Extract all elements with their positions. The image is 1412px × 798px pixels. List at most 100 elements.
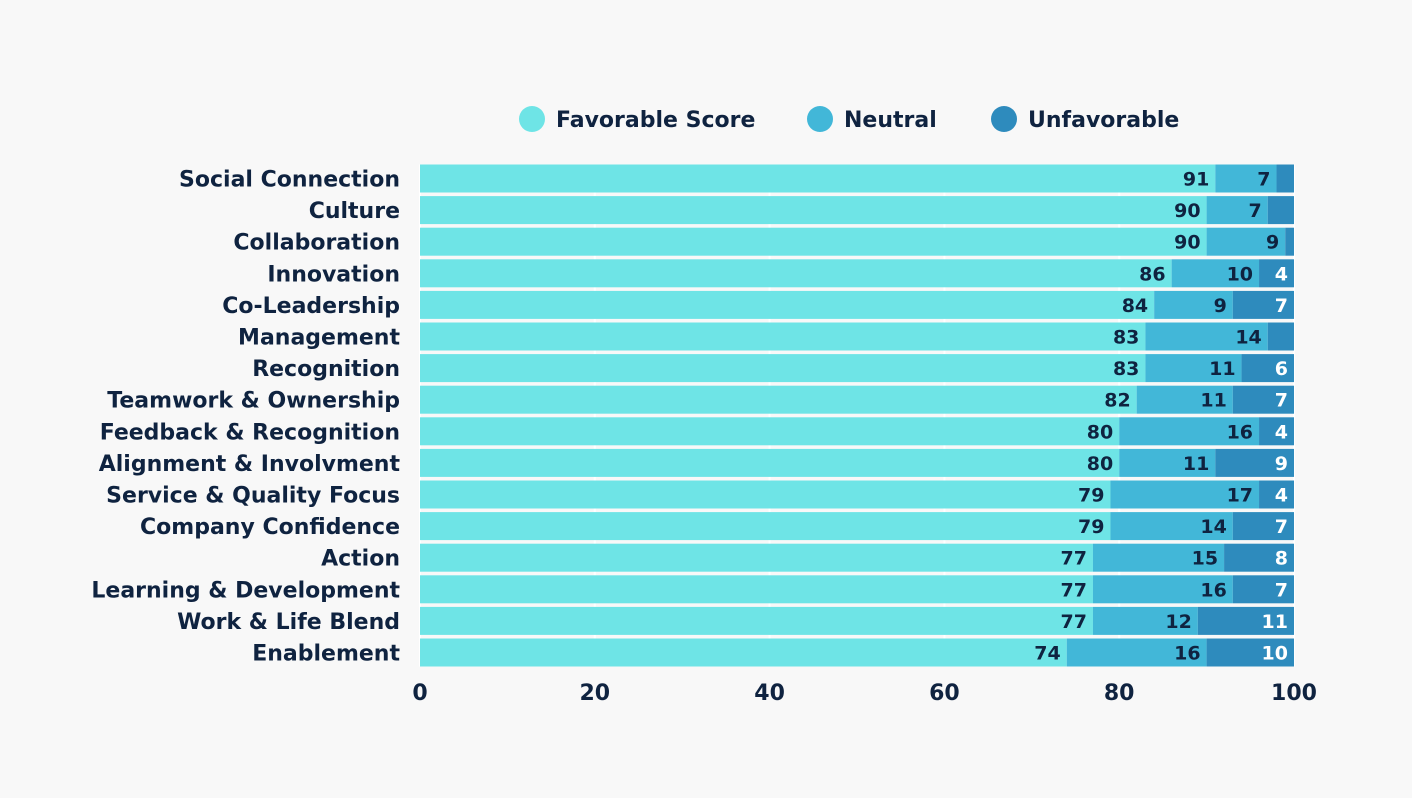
value-label-unfavorable-company-confidence: 7 bbox=[1275, 516, 1288, 538]
category-label-service-and-quality-focus: Service & Quality Focus bbox=[106, 484, 400, 509]
bar-favorable-score-service-and-quality-focus bbox=[420, 480, 1111, 509]
value-label-unfavorable-co-leadership: 7 bbox=[1275, 295, 1288, 317]
bar-neutral-service-and-quality-focus bbox=[1110, 480, 1260, 509]
value-label-neutral-enablement: 16 bbox=[1174, 643, 1200, 665]
bar-row-work-and-life-blend: 77 12 11 bbox=[420, 606, 1294, 635]
bar-favorable-score-recognition bbox=[420, 354, 1146, 383]
bar-row-management: 83 14 bbox=[420, 322, 1294, 351]
category-label-feedback-and-recognition: Feedback & Recognition bbox=[100, 420, 400, 445]
bar-favorable-score-social-connection bbox=[420, 164, 1216, 193]
bar-neutral-social-connection bbox=[1215, 164, 1277, 193]
bar-row-feedback-and-recognition: 80 16 4 bbox=[420, 417, 1294, 446]
value-label-unfavorable-recognition: 6 bbox=[1275, 358, 1288, 380]
bar-favorable-score-feedback-and-recognition bbox=[420, 417, 1120, 446]
bar-unfavorable-alignment-and-involvment bbox=[1215, 448, 1294, 477]
bar-row-social-connection: 91 7 bbox=[420, 164, 1294, 193]
legend-label-unfavorable: Unfavorable bbox=[1028, 108, 1179, 133]
bar-row-company-confidence: 79 14 7 bbox=[420, 512, 1294, 541]
bar-neutral-learning-and-development bbox=[1092, 575, 1233, 604]
value-label-favorable-score-culture: 90 bbox=[1174, 200, 1200, 222]
bar-favorable-score-co-leadership bbox=[420, 290, 1155, 319]
bar-favorable-score-work-and-life-blend bbox=[420, 606, 1093, 635]
bar-row-service-and-quality-focus: 79 17 4 bbox=[420, 480, 1294, 509]
value-label-neutral-teamwork-and-ownership: 11 bbox=[1200, 390, 1226, 412]
bar-unfavorable-teamwork-and-ownership bbox=[1232, 385, 1294, 414]
value-label-favorable-score-company-confidence: 79 bbox=[1078, 516, 1104, 538]
category-label-collaboration: Collaboration bbox=[233, 231, 400, 256]
bar-favorable-score-management bbox=[420, 322, 1146, 351]
category-label-co-leadership: Co-Leadership bbox=[222, 294, 400, 319]
value-label-unfavorable-alignment-and-involvment: 9 bbox=[1275, 453, 1288, 475]
legend-label-neutral: Neutral bbox=[844, 108, 937, 133]
value-label-favorable-score-feedback-and-recognition: 80 bbox=[1087, 421, 1113, 443]
value-label-neutral-management: 14 bbox=[1235, 327, 1261, 349]
bar-unfavorable-culture bbox=[1267, 196, 1294, 225]
value-label-neutral-culture: 7 bbox=[1249, 200, 1262, 222]
value-label-favorable-score-management: 83 bbox=[1113, 327, 1139, 349]
legend-swatch-unfavorable bbox=[991, 106, 1017, 132]
value-label-unfavorable-teamwork-and-ownership: 7 bbox=[1275, 390, 1288, 412]
category-label-innovation: Innovation bbox=[267, 262, 400, 287]
bar-neutral-collaboration bbox=[1206, 227, 1286, 256]
category-label-company-confidence: Company Confidence bbox=[140, 515, 400, 540]
bar-row-learning-and-development: 77 16 7 bbox=[420, 575, 1294, 604]
bar-unfavorable-co-leadership bbox=[1232, 290, 1294, 319]
bar-unfavorable-social-connection bbox=[1276, 164, 1294, 193]
bar-neutral-co-leadership bbox=[1154, 290, 1233, 319]
bar-unfavorable-collaboration bbox=[1285, 227, 1294, 256]
value-label-neutral-recognition: 11 bbox=[1209, 358, 1235, 380]
bar-unfavorable-enablement bbox=[1206, 638, 1294, 667]
category-label-management: Management bbox=[238, 326, 400, 351]
bar-row-innovation: 86 10 4 bbox=[420, 259, 1294, 288]
value-label-neutral-social-connection: 7 bbox=[1257, 169, 1270, 191]
bar-favorable-score-collaboration bbox=[420, 227, 1207, 256]
value-label-unfavorable-work-and-life-blend: 11 bbox=[1262, 611, 1288, 633]
bar-row-recognition: 83 11 6 bbox=[420, 354, 1294, 383]
value-label-neutral-alignment-and-involvment: 11 bbox=[1183, 453, 1209, 475]
value-label-unfavorable-learning-and-development: 7 bbox=[1275, 579, 1288, 601]
bar-row-alignment-and-involvment: 80 11 9 bbox=[420, 448, 1294, 477]
x-tick-label-60: 60 bbox=[929, 681, 960, 706]
value-label-neutral-work-and-life-blend: 12 bbox=[1165, 611, 1191, 633]
value-label-favorable-score-co-leadership: 84 bbox=[1122, 295, 1148, 317]
value-label-neutral-service-and-quality-focus: 17 bbox=[1227, 485, 1253, 507]
value-label-favorable-score-work-and-life-blend: 77 bbox=[1061, 611, 1087, 633]
bar-unfavorable-learning-and-development bbox=[1232, 575, 1294, 604]
bar-favorable-score-action bbox=[420, 543, 1093, 572]
bar-unfavorable-action bbox=[1224, 543, 1294, 572]
bar-unfavorable-work-and-life-blend bbox=[1197, 606, 1294, 635]
legend-swatch-favorable-score bbox=[519, 106, 545, 132]
category-label-work-and-life-blend: Work & Life Blend bbox=[177, 610, 400, 635]
category-label-social-connection: Social Connection bbox=[179, 168, 400, 193]
value-label-neutral-innovation: 10 bbox=[1227, 263, 1253, 285]
bar-row-action: 77 15 8 bbox=[420, 543, 1294, 572]
value-label-favorable-score-collaboration: 90 bbox=[1174, 232, 1200, 254]
category-label-action: Action bbox=[321, 547, 400, 572]
bar-neutral-company-confidence bbox=[1110, 512, 1233, 541]
category-label-learning-and-development: Learning & Development bbox=[91, 578, 400, 603]
value-label-favorable-score-alignment-and-involvment: 80 bbox=[1087, 453, 1113, 475]
value-label-favorable-score-service-and-quality-focus: 79 bbox=[1078, 485, 1104, 507]
x-axis-ticks: 0 20 40 60 80 100 bbox=[412, 681, 1317, 706]
bar-unfavorable-company-confidence bbox=[1232, 512, 1294, 541]
x-tick-label-80: 80 bbox=[1104, 681, 1135, 706]
legend-label-favorable-score: Favorable Score bbox=[556, 108, 755, 133]
x-tick-label-40: 40 bbox=[754, 681, 785, 706]
value-label-favorable-score-social-connection: 91 bbox=[1183, 169, 1209, 191]
bar-neutral-management bbox=[1145, 322, 1268, 351]
bar-favorable-score-alignment-and-involvment bbox=[420, 448, 1120, 477]
bar-neutral-alignment-and-involvment bbox=[1119, 448, 1216, 477]
legend: Favorable Score Neutral Unfavorable bbox=[519, 106, 1179, 133]
bar-neutral-recognition bbox=[1145, 354, 1242, 383]
x-tick-label-0: 0 bbox=[412, 681, 427, 706]
bar-neutral-culture bbox=[1206, 196, 1268, 225]
bar-unfavorable-service-and-quality-focus bbox=[1259, 480, 1294, 509]
bar-neutral-feedback-and-recognition bbox=[1119, 417, 1260, 446]
category-label-enablement: Enablement bbox=[252, 642, 400, 667]
bar-favorable-score-teamwork-and-ownership bbox=[420, 385, 1137, 414]
bar-neutral-innovation bbox=[1171, 259, 1260, 288]
value-label-favorable-score-innovation: 86 bbox=[1139, 263, 1165, 285]
bar-neutral-action bbox=[1092, 543, 1225, 572]
bar-row-co-leadership: 84 9 7 bbox=[420, 290, 1294, 319]
